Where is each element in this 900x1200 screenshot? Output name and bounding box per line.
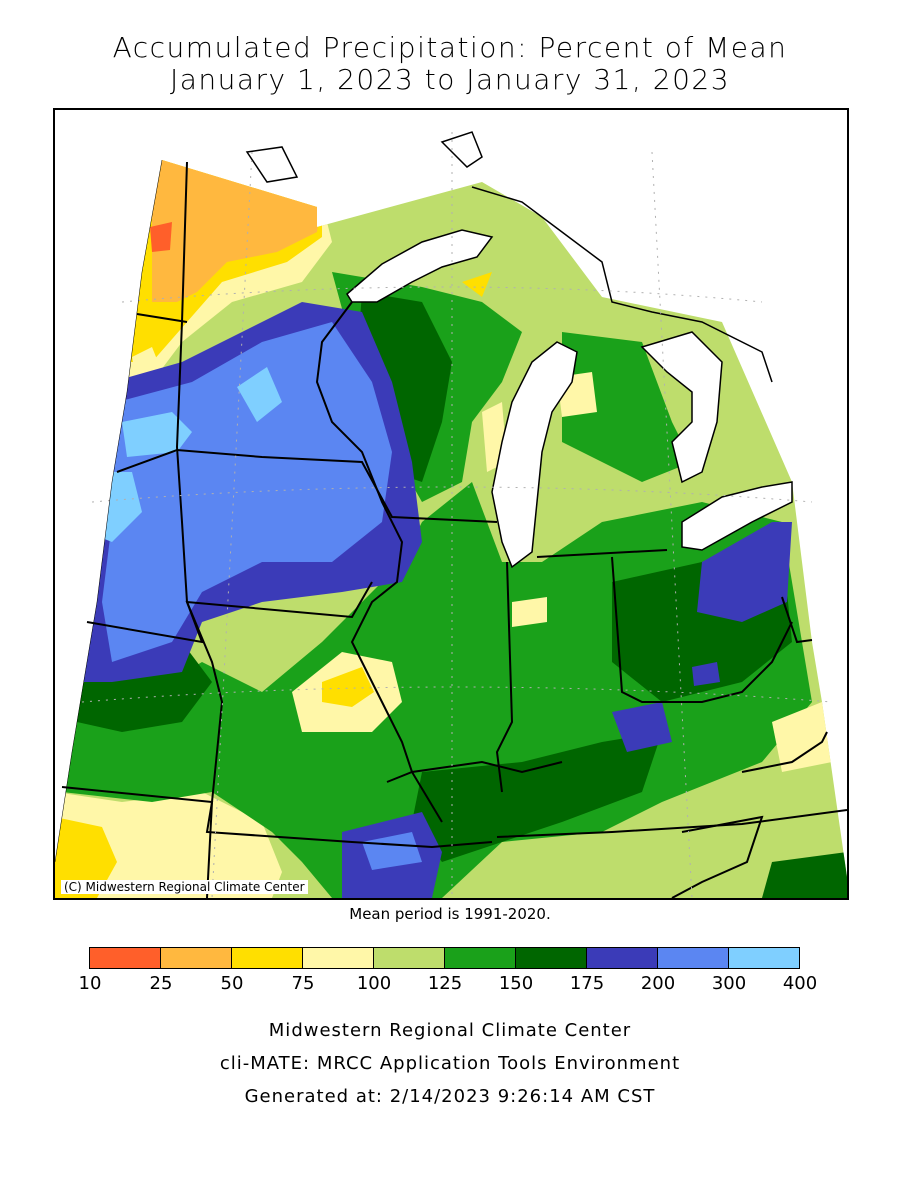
border-ne-ks xyxy=(86,581,373,644)
legend-tick-label: 400 xyxy=(782,973,818,994)
field-10-25 xyxy=(150,222,172,252)
field-200-300 xyxy=(102,322,392,662)
legend-tick-label: 300 xyxy=(711,973,747,994)
graticule xyxy=(81,132,833,898)
field-175-200-ky xyxy=(612,702,672,752)
legend-swatch xyxy=(515,947,587,969)
map-title: Accumulated Precipitation: Percent of Me… xyxy=(112,31,788,64)
field-125-150-mi xyxy=(562,332,692,482)
field-50-75-up xyxy=(462,272,492,297)
map-date-range: January 1, 2023 to January 31, 2023 xyxy=(169,63,731,96)
legend-swatch xyxy=(373,947,445,969)
border-ohio-river xyxy=(386,760,563,783)
legend-swatches xyxy=(89,947,800,969)
legend-tick-labels: 10 25 50 75 100 125 150 175 200 300 400 xyxy=(79,973,818,997)
legend-swatch xyxy=(586,947,658,969)
graticule-lat-1 xyxy=(91,486,813,503)
field-200-300-ar xyxy=(362,832,422,870)
border-oh-pa xyxy=(781,596,813,644)
legend-tick-label: 50 xyxy=(220,973,244,994)
legend-swatch xyxy=(444,947,516,969)
legend-tick-label: 10 xyxy=(78,973,102,994)
footer-organization: Midwestern Regional Climate Center xyxy=(268,1020,632,1041)
domain-edge xyxy=(55,159,163,863)
legend-tick-label: 100 xyxy=(356,973,392,994)
map-canvas xyxy=(55,131,847,898)
border-il-in xyxy=(495,561,514,793)
lake-michigan xyxy=(491,341,578,569)
lake-superior xyxy=(346,229,494,303)
field-300-400-sd xyxy=(237,367,282,422)
mean-period-note: Mean period is 1991-2020. xyxy=(349,905,551,923)
border-tn-nc xyxy=(671,815,764,898)
field-175-200-oh-b xyxy=(692,662,720,686)
canada-coastline xyxy=(245,131,773,383)
legend-swatch xyxy=(728,947,800,969)
footer-application: cli-MATE: MRCC Application Tools Environ… xyxy=(219,1053,681,1074)
legend-tick-label: 125 xyxy=(427,973,463,994)
border-mi-in xyxy=(536,549,668,558)
color-legend: 10 25 50 75 100 125 150 175 200 300 400 xyxy=(79,947,818,997)
field-175-200-oh xyxy=(697,522,792,622)
legend-tick-label: 200 xyxy=(640,973,676,994)
state-boundaries xyxy=(61,161,847,898)
field-50-75-sw xyxy=(55,817,117,898)
field-75-100-wv xyxy=(772,702,832,772)
field-300-400-ne xyxy=(122,412,192,457)
legend-tick-label: 175 xyxy=(569,973,605,994)
field-150-175-ky xyxy=(412,732,662,862)
border-wv-va xyxy=(741,731,828,773)
border-ks-ok-mo-ar xyxy=(61,786,493,849)
field-75-100-in xyxy=(512,597,547,627)
border-sd-ne-mn-ia xyxy=(116,448,498,523)
precipitation-map: (C) Midwestern Regional Climate Center xyxy=(53,108,849,900)
graticule-lat-3 xyxy=(121,286,763,303)
lake-huron xyxy=(640,331,723,484)
legend-swatch xyxy=(231,947,303,969)
field-75-100-sw xyxy=(55,792,282,898)
border-nd-sd xyxy=(136,313,188,323)
legend-swatch xyxy=(657,947,729,969)
lakes xyxy=(346,229,793,569)
border-ky-tn xyxy=(496,809,847,838)
border-mississippi xyxy=(315,301,443,823)
legend-swatch xyxy=(160,947,232,969)
legend-tick-label: 25 xyxy=(149,973,173,994)
footer-generated-time: Generated at: 2/14/2023 9:26:14 AM CST xyxy=(244,1086,656,1107)
legend-swatch xyxy=(89,947,161,969)
border-in-oh-ky xyxy=(611,556,793,703)
field-50-75-il xyxy=(322,667,374,707)
field-150-175-se xyxy=(762,852,847,898)
legend-tick-label: 150 xyxy=(498,973,534,994)
legend-swatch xyxy=(302,947,374,969)
copyright-label: (C) Midwestern Regional Climate Center xyxy=(61,880,308,894)
lake-erie xyxy=(681,481,793,551)
legend-tick-label: 75 xyxy=(291,973,315,994)
